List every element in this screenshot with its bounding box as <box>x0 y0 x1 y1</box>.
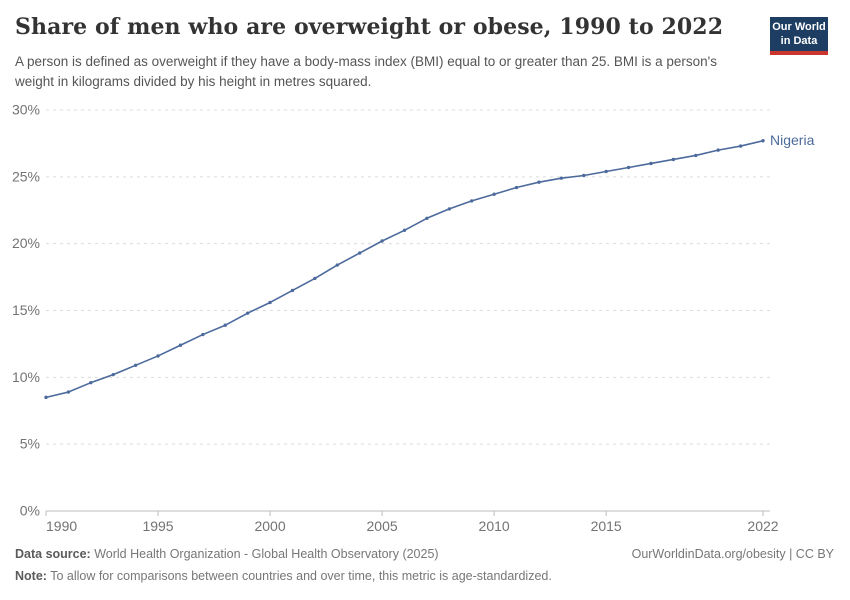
data-point[interactable] <box>89 380 93 385</box>
data-point[interactable] <box>604 169 608 174</box>
note-label: Note: <box>15 569 47 583</box>
data-source-line: Data source: World Health Organization -… <box>15 547 439 561</box>
data-point[interactable] <box>649 161 653 166</box>
y-tick-label: 30% <box>12 102 40 118</box>
chart-canvas: 0% 5% 10% 15% 20% 25% 30% 1990 1995 2000 2005 2010 2… <box>12 102 815 535</box>
y-tick-label: 0% <box>20 503 40 519</box>
page-title: Share of men who are overweight or obese… <box>15 14 724 40</box>
data-point[interactable] <box>582 173 586 178</box>
data-point[interactable] <box>559 176 564 180</box>
data-point[interactable] <box>66 390 71 394</box>
data-point[interactable] <box>44 395 48 400</box>
data-point[interactable] <box>694 153 698 158</box>
series-line <box>45 139 764 399</box>
x-tick-label: 2022 <box>747 518 778 534</box>
data-point[interactable] <box>514 185 519 190</box>
owid-logo-line1: Our World <box>772 21 826 33</box>
data-point[interactable] <box>470 199 474 203</box>
note-text: To allow for comparisons between countri… <box>46 569 552 583</box>
data-source-text: World Health Organization - Global Healt… <box>90 547 439 561</box>
x-tick-label: 1990 <box>46 518 77 534</box>
owid-citation-link[interactable]: OurWorldinData.org/obesity | CC BY <box>631 547 834 561</box>
data-point[interactable] <box>290 288 295 293</box>
data-point[interactable] <box>738 144 743 148</box>
data-point[interactable] <box>492 192 496 196</box>
data-point[interactable] <box>537 180 541 184</box>
x-tick-label: 2005 <box>367 518 398 534</box>
data-point[interactable] <box>133 363 138 368</box>
data-point[interactable] <box>626 165 631 170</box>
data-point[interactable] <box>313 276 317 281</box>
y-tick-label: 5% <box>20 436 40 452</box>
owid-logo[interactable]: Our World in Data <box>770 17 828 55</box>
note-line: Note: To allow for comparisons between c… <box>15 569 552 583</box>
data-point[interactable] <box>402 228 407 232</box>
data-point[interactable] <box>425 216 429 220</box>
data-point[interactable] <box>447 207 452 211</box>
data-point[interactable] <box>380 239 384 243</box>
data-point[interactable] <box>761 139 765 143</box>
data-point[interactable] <box>111 372 115 377</box>
data-point[interactable] <box>156 354 160 358</box>
line-chart: 0% 5% 10% 15% 20% 25% 30% 1990 1995 2000 2005 2010 2… <box>0 95 850 540</box>
owid-logo-line2: in Data <box>780 35 818 48</box>
y-tick-label: 20% <box>12 235 40 251</box>
entity-label[interactable]: Nigeria <box>770 132 815 148</box>
chart-subtitle: A person is defined as overweight if the… <box>15 54 717 90</box>
x-tick-label: 2000 <box>254 518 285 534</box>
y-tick-label: 25% <box>12 168 40 184</box>
y-tick-label: 10% <box>12 369 40 385</box>
data-source-label: Data source: <box>15 547 91 561</box>
data-point[interactable] <box>335 263 339 267</box>
x-tick-label: 2010 <box>479 518 510 534</box>
data-point[interactable] <box>671 157 676 162</box>
x-tick-label: 2015 <box>591 518 622 534</box>
data-point[interactable] <box>223 323 227 327</box>
data-point[interactable] <box>716 148 720 152</box>
data-point[interactable] <box>268 300 272 305</box>
data-point[interactable] <box>201 332 205 337</box>
data-point[interactable] <box>178 343 183 347</box>
x-tick-label: 1995 <box>142 518 173 534</box>
y-tick-label: 15% <box>12 302 40 318</box>
data-point[interactable] <box>245 311 250 315</box>
data-point[interactable] <box>357 251 362 255</box>
